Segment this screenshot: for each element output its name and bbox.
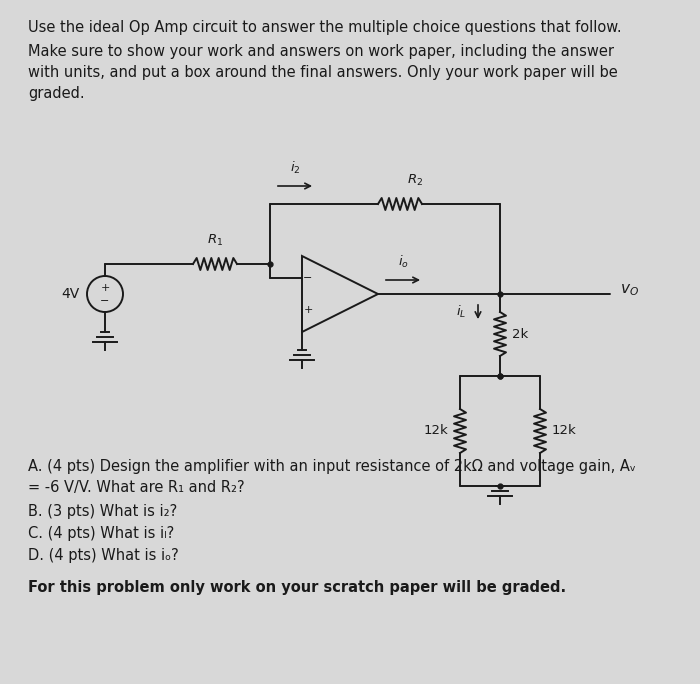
Text: 4V: 4V	[62, 287, 80, 301]
Text: $v_O$: $v_O$	[620, 282, 639, 298]
Text: $i_o$: $i_o$	[398, 254, 409, 270]
Text: $i_L$: $i_L$	[456, 304, 466, 320]
Text: D. (4 pts) What is iₒ?: D. (4 pts) What is iₒ?	[28, 548, 178, 563]
Text: $R_1$: $R_1$	[207, 233, 223, 248]
Text: B. (3 pts) What is i₂?: B. (3 pts) What is i₂?	[28, 504, 177, 519]
Text: 2k: 2k	[512, 328, 528, 341]
Text: A. (4 pts) Design the amplifier with an input resistance of 2kΩ and voltage gain: A. (4 pts) Design the amplifier with an …	[28, 459, 636, 495]
Text: −: −	[100, 296, 110, 306]
Text: C. (4 pts) What is iₗ?: C. (4 pts) What is iₗ?	[28, 526, 174, 541]
Text: +: +	[100, 283, 110, 293]
Text: 12k: 12k	[424, 425, 448, 438]
Text: −: −	[303, 273, 313, 283]
Text: For this problem only work on your scratch paper will be graded.: For this problem only work on your scrat…	[28, 580, 566, 595]
Text: $i_2$: $i_2$	[290, 160, 300, 176]
Text: Use the ideal Op Amp circuit to answer the multiple choice questions that follow: Use the ideal Op Amp circuit to answer t…	[28, 20, 622, 35]
Text: +: +	[303, 305, 313, 315]
Text: 12k: 12k	[552, 425, 577, 438]
Text: $R_2$: $R_2$	[407, 173, 423, 188]
Text: Make sure to show your work and answers on work paper, including the answer
with: Make sure to show your work and answers …	[28, 44, 617, 101]
